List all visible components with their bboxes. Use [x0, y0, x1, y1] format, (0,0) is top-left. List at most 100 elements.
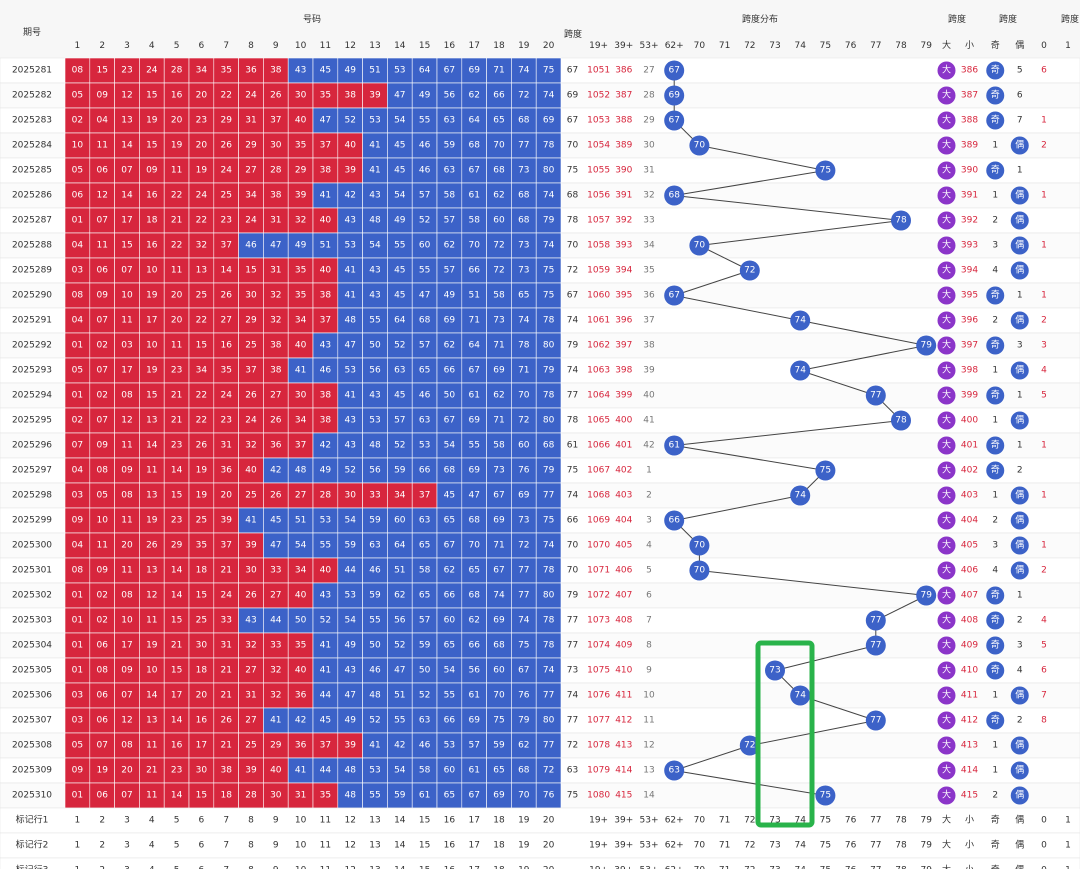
- number-cell-text: 59: [344, 541, 356, 551]
- number-cell: [511, 557, 537, 584]
- number-cell-text: 68: [419, 316, 431, 326]
- number-cell: [411, 657, 438, 684]
- number-cell: [64, 157, 91, 184]
- number-cell: [312, 157, 339, 184]
- span-ball-text: 72: [744, 266, 755, 276]
- number-cell-text: 24: [196, 191, 208, 201]
- number-cell-text: 23: [171, 441, 182, 451]
- number-cell: [411, 532, 438, 559]
- parity-count: 6: [1017, 91, 1023, 101]
- footer-cell: 77: [870, 841, 881, 851]
- number-cell-text: 68: [518, 766, 530, 776]
- number-cell-text: 44: [320, 691, 332, 701]
- number-cell: [263, 607, 289, 634]
- number-cell: [511, 207, 537, 234]
- parity-ball: [1010, 186, 1029, 205]
- number-cell-text: 53: [344, 366, 355, 376]
- parity-count: 5: [1017, 66, 1023, 76]
- footer-cell: 62+: [665, 816, 684, 826]
- footer-cell: 大: [942, 839, 951, 851]
- dist-cell: 41: [643, 416, 654, 426]
- issue-cell: 2025296: [12, 441, 52, 451]
- number-cell: [139, 82, 165, 109]
- number-cell-text: 34: [196, 366, 208, 376]
- dist-col-header: 19+: [589, 41, 608, 51]
- digit-header: 跨度: [1061, 13, 1079, 25]
- trend-line: [674, 445, 826, 471]
- number-cell-text: 57: [394, 416, 405, 426]
- number-cell-text: 26: [245, 391, 257, 401]
- number-cell: [387, 532, 413, 559]
- number-cell-text: 63: [444, 116, 455, 126]
- number-cell: [213, 157, 239, 184]
- number-cell-text: 40: [295, 666, 307, 676]
- footer-cell: 77: [870, 866, 881, 869]
- number-cell-text: 48: [369, 216, 381, 226]
- number-cell: [89, 432, 115, 459]
- size-ball-text: 大: [942, 389, 951, 401]
- parity-ball: [986, 86, 1005, 105]
- parity-count: 2: [1017, 466, 1023, 476]
- dist-cell: 36: [643, 291, 655, 301]
- number-cell-text: 40: [295, 341, 307, 351]
- number-cell-text: 40: [320, 566, 332, 576]
- parity-ball: [1010, 536, 1029, 555]
- number-cell: [263, 507, 289, 534]
- number-cell-text: 08: [72, 566, 84, 576]
- parity-ball: [986, 111, 1005, 130]
- number-cell-text: 58: [493, 291, 505, 301]
- number-cell: [213, 757, 239, 784]
- number-cell: [362, 57, 388, 84]
- span-header: 跨度: [564, 28, 582, 40]
- number-cell-text: 47: [394, 91, 405, 101]
- number-cell: [511, 607, 537, 634]
- number-cell: [337, 332, 363, 359]
- size-ball-text: 大: [942, 564, 951, 576]
- issue-cell: 2025299: [12, 516, 52, 526]
- number-cell: [64, 732, 91, 759]
- footer-cell: 3: [124, 816, 130, 826]
- number-cell: [287, 357, 314, 384]
- footer-cell: 3: [124, 866, 130, 869]
- parity-ball-text: 偶: [1015, 789, 1024, 801]
- span-ball-text: 67: [668, 291, 679, 301]
- number-cell: [263, 232, 289, 259]
- footer-cell: 14: [394, 816, 406, 826]
- number-cell-text: 21: [220, 566, 231, 576]
- footer-cell: 17: [468, 841, 479, 851]
- number-cell: [163, 682, 190, 709]
- footer-row: [0, 807, 1080, 834]
- number-cell-text: 19: [146, 116, 158, 126]
- size-ball-text: 大: [942, 339, 951, 351]
- dist-cell: 1062: [587, 341, 610, 351]
- span-ball: [664, 110, 685, 131]
- number-cell-text: 51: [468, 291, 479, 301]
- number-cell: [337, 407, 363, 434]
- size-ball-text: 大: [942, 139, 951, 151]
- number-cell: [188, 782, 215, 809]
- span-cell: 73: [567, 666, 578, 676]
- footer-cell: 1: [75, 866, 81, 869]
- span-ball: [916, 585, 937, 606]
- number-cell-text: 53: [394, 66, 405, 76]
- number-cell-text: 51: [394, 566, 405, 576]
- number-col-header: 8: [248, 41, 254, 51]
- number-cell: [461, 382, 487, 409]
- number-cell: [436, 607, 463, 634]
- footer-cell: 17: [468, 866, 479, 869]
- number-cell-text: 16: [146, 241, 158, 251]
- number-cell-text: 30: [344, 491, 356, 501]
- number-cell-text: 30: [295, 391, 307, 401]
- footer-cell: 9: [273, 866, 279, 869]
- number-cell-text: 66: [444, 366, 456, 376]
- number-cell-text: 24: [245, 91, 257, 101]
- number-cell-text: 65: [493, 116, 504, 126]
- dist-cell: 1064: [587, 391, 610, 401]
- number-cell: [535, 132, 562, 159]
- number-cell-text: 20: [121, 766, 133, 776]
- number-cell: [238, 457, 264, 484]
- number-cell: [436, 307, 463, 334]
- number-cell: [486, 782, 512, 809]
- number-cell-text: 29: [295, 166, 307, 176]
